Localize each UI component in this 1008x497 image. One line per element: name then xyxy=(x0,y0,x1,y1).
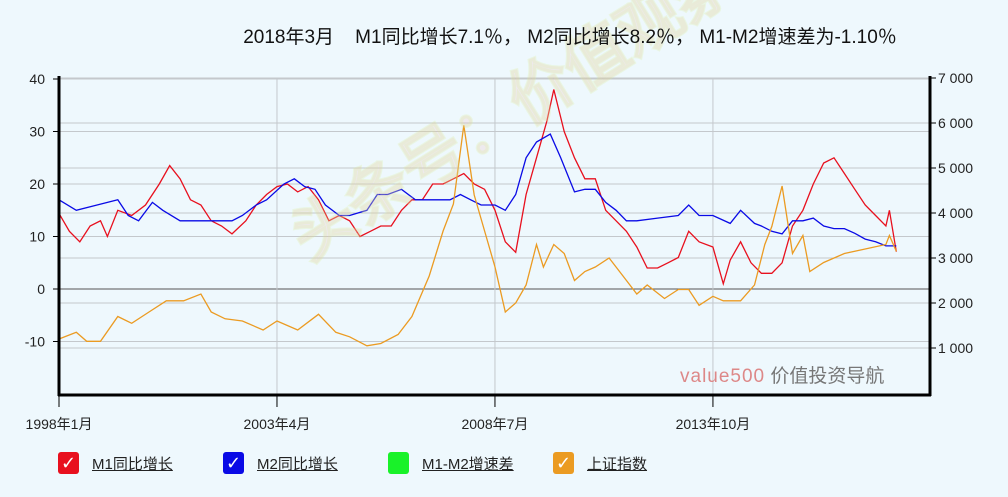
y-left-tick-label: 10 xyxy=(29,229,45,245)
y-left-tick-label: 40 xyxy=(29,71,45,87)
legend-label[interactable]: M1同比增长 xyxy=(92,455,173,473)
legend-item-m1[interactable]: ✓ M1同比增长 xyxy=(58,452,223,474)
y-right-tick-label: 1 000 xyxy=(938,340,973,356)
series-line-3 xyxy=(58,125,897,347)
y-left-tick-label: -10 xyxy=(25,334,45,350)
check-icon[interactable]: ✓ xyxy=(553,452,574,474)
legend-item-shindex[interactable]: ✓ 上证指数 xyxy=(553,452,718,474)
y-left-tick-label: 30 xyxy=(29,124,45,140)
x-tick-label: 2008年7月 xyxy=(461,416,528,432)
y-left-tick-label: 20 xyxy=(29,176,45,192)
brand-watermark: value500 价值投资导航 xyxy=(680,361,884,388)
legend-label[interactable]: 上证指数 xyxy=(587,455,648,473)
legend-label[interactable]: M1-M2增速差 xyxy=(422,455,514,473)
y-right-tick-label: 5 000 xyxy=(938,160,973,176)
check-icon[interactable]: ✓ xyxy=(223,452,244,474)
x-tick-label: 2013年10月 xyxy=(676,416,751,432)
legend-item-m2[interactable]: ✓ M2同比增长 xyxy=(223,452,388,474)
x-tick-label: 2003年4月 xyxy=(244,416,311,432)
y-left-tick-label: 0 xyxy=(37,281,45,297)
y-right-tick-label: 4 000 xyxy=(938,205,973,221)
y-right-tick-label: 7 000 xyxy=(938,70,973,86)
y-right-tick-label: 2 000 xyxy=(938,295,973,311)
brand-name: value500 xyxy=(680,366,766,387)
series-line-0 xyxy=(58,89,897,287)
legend: ✓ M1同比增长 ✓ M2同比增长 M1-M2增速差 ✓ 上证指数 xyxy=(58,452,718,474)
unchecked-box-icon[interactable] xyxy=(388,452,409,474)
chart-title: 2018年3月 M1同比增长7.1％， M2同比增长8.2％， M1-M2增速差… xyxy=(243,27,897,48)
check-icon[interactable]: ✓ xyxy=(58,452,79,474)
brand-text: 价值投资导航 xyxy=(770,366,885,387)
series-line-1 xyxy=(58,133,897,247)
legend-label[interactable]: M2同比增长 xyxy=(257,455,338,473)
legend-item-m1-m2[interactable]: M1-M2增速差 xyxy=(388,452,553,474)
y-right-tick-label: 6 000 xyxy=(938,115,973,131)
x-tick-label: 1998年1月 xyxy=(26,416,93,432)
y-right-tick-label: 3 000 xyxy=(938,250,973,266)
